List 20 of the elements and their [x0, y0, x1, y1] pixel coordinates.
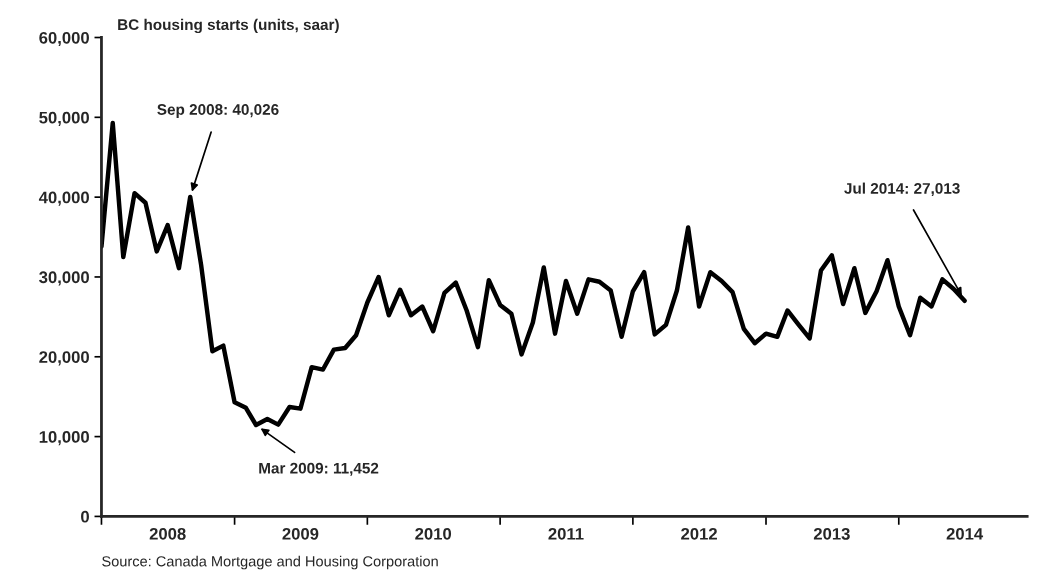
- x-tick-label: 2010: [415, 527, 452, 540]
- annotation: Sep 2008: 40,026: [157, 104, 279, 118]
- annotation: Jul 2014: 27,013: [844, 182, 960, 197]
- x-tick-label: 2011: [548, 527, 584, 540]
- y-tick-label: 30,000: [39, 271, 89, 286]
- annotation: Mar 2009: 11,452: [259, 462, 379, 476]
- source-note: Source: Canada Mortgage and Housing Corporation: [102, 555, 438, 570]
- y-tick-label: 10,000: [39, 431, 89, 446]
- x-tick-label: 2008: [149, 527, 186, 540]
- x-tick-label: 2014: [946, 527, 984, 540]
- x-tick-label: 2012: [681, 527, 717, 540]
- y-tick-label: 50,000: [39, 111, 89, 126]
- y-tick-label: 0: [81, 510, 89, 523]
- chart-title: BC housing starts (units, saar): [118, 18, 339, 34]
- x-tick-label: 2013: [813, 527, 850, 540]
- y-tick-label: 40,000: [38, 191, 89, 206]
- y-tick-label: 20,000: [39, 351, 89, 366]
- x-tick-label: 2009: [282, 527, 319, 540]
- y-tick-label: 60,000: [39, 31, 89, 47]
- line-series: [101, 120, 967, 428]
